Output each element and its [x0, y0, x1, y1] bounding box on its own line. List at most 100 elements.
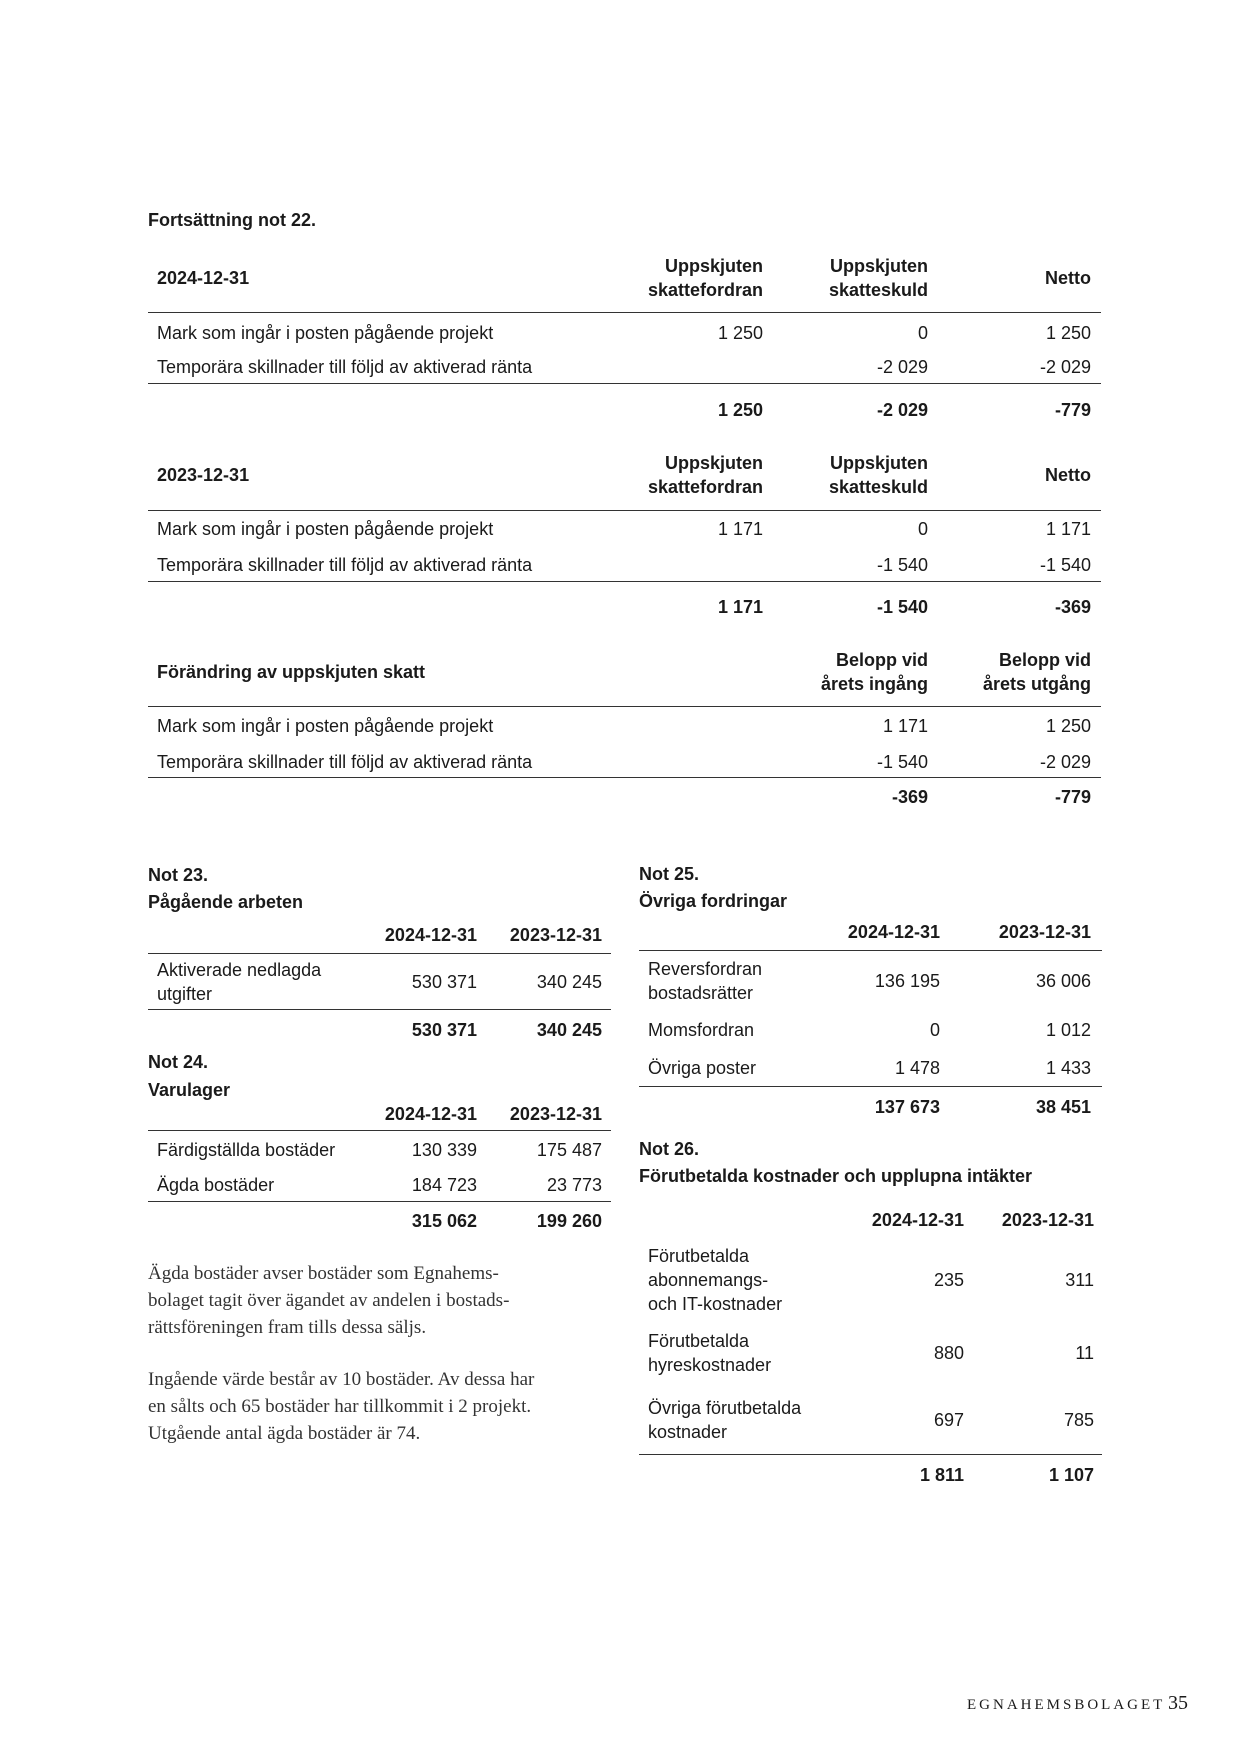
divider	[148, 312, 1101, 313]
row-label: Temporära skillnader till följd av aktiv…	[157, 555, 533, 575]
page-number: 35	[1168, 1692, 1188, 1714]
cell-value: 184 723	[411, 1175, 477, 1195]
row-label: Mark som ingår i posten pågående projekt	[157, 716, 494, 736]
cell-value: -1 540	[1039, 555, 1091, 575]
cell-value: 23 773	[546, 1175, 602, 1195]
total-value: 1 171	[717, 597, 763, 617]
cell-value: 311	[1065, 1270, 1094, 1290]
total-value: 137 673	[874, 1097, 940, 1117]
row-label: Övriga poster	[648, 1058, 757, 1078]
cell-value: 235	[933, 1270, 964, 1290]
note26-number: Not 26.	[639, 1139, 700, 1159]
cell-value: 1 171	[717, 519, 763, 539]
cell-value: -2 029	[876, 357, 928, 377]
column-header: 2023-12-31	[509, 1104, 602, 1124]
total-value: 1 107	[1048, 1465, 1094, 1485]
row-label: Färdigställda bostäder	[157, 1140, 336, 1160]
row-label: Aktiverade nedlagda utgifter	[157, 960, 322, 1004]
note24-title: Varulager	[148, 1080, 231, 1100]
table-title: Förändring av uppskjuten skatt	[157, 662, 426, 682]
column-header: Belopp vid årets utgång	[982, 650, 1091, 694]
row-label: Ägda bostäder	[157, 1175, 275, 1195]
column-header: 2023-12-31	[1001, 1210, 1094, 1230]
total-value: 530 371	[411, 1020, 477, 1040]
column-header: Netto	[1045, 465, 1091, 485]
row-label: Momsfordran	[648, 1020, 755, 1040]
table-title: 2023-12-31	[157, 465, 250, 485]
total-value: 1 250	[717, 400, 763, 420]
column-header: Belopp vid årets ingång	[820, 650, 928, 694]
column-header: Uppskjuten skatteskuld	[828, 453, 928, 497]
total-value: 38 451	[1035, 1097, 1091, 1117]
total-value: 315 062	[411, 1211, 477, 1231]
divider	[148, 1009, 611, 1010]
note22-heading: Fortsättning not 22.	[148, 210, 316, 230]
note24-number: Not 24.	[148, 1052, 209, 1072]
cell-value: 1 250	[1045, 716, 1091, 736]
divider	[148, 1201, 611, 1202]
cell-value: 1 478	[894, 1058, 940, 1078]
total-value: -1 540	[876, 597, 928, 617]
row-label: Förutbetalda abonnemangs- och IT-kostnad…	[648, 1246, 783, 1314]
cell-value: 1 250	[1045, 323, 1091, 343]
cell-value: 880	[933, 1343, 964, 1363]
column-header: Uppskjuten skattefordran	[647, 256, 763, 300]
cell-value: 530 371	[411, 972, 477, 992]
divider	[148, 953, 611, 954]
cell-value: 1 171	[1045, 519, 1091, 539]
column-header: 2023-12-31	[998, 922, 1091, 942]
cell-value: 11	[1075, 1343, 1094, 1363]
divider	[639, 1454, 1102, 1455]
cell-value: 130 339	[411, 1140, 477, 1160]
divider	[639, 950, 1102, 951]
divider	[148, 777, 1101, 778]
cell-value: -2 029	[1039, 357, 1091, 377]
cell-value: 36 006	[1035, 971, 1091, 991]
total-value: 1 811	[919, 1465, 964, 1485]
total-value: -369	[891, 787, 928, 807]
row-label: Mark som ingår i posten pågående projekt	[157, 323, 494, 343]
divider	[148, 383, 1101, 384]
cell-value: 136 195	[874, 971, 940, 991]
column-header: 2023-12-31	[509, 925, 602, 945]
cell-value: -1 540	[876, 752, 928, 772]
divider	[148, 581, 1101, 582]
cell-value: 785	[1063, 1410, 1094, 1430]
cell-value: 1 250	[717, 323, 763, 343]
column-header: 2024-12-31	[847, 922, 940, 942]
cell-value: 1 171	[882, 716, 928, 736]
cell-value: 175 487	[536, 1140, 602, 1160]
divider	[148, 510, 1101, 511]
row-label: Förutbetalda hyreskostnader	[648, 1331, 772, 1375]
cell-value: -1 540	[876, 555, 928, 575]
row-label: Övriga förutbetalda kostnader	[648, 1398, 802, 1442]
note25-number: Not 25.	[639, 864, 700, 884]
divider	[148, 706, 1101, 707]
row-label: Temporära skillnader till följd av aktiv…	[157, 752, 533, 772]
total-value: -779	[1054, 787, 1091, 807]
note24-paragraph: Ingående värde består av 10 bostäder. Av…	[148, 1369, 535, 1444]
row-label: Reversfordran bostadsrätter	[648, 959, 763, 1003]
column-header: Uppskjuten skatteskuld	[828, 256, 928, 300]
table-title: 2024-12-31	[157, 268, 250, 288]
note26-title: Förutbetalda kostnader och upplupna intä…	[639, 1166, 1033, 1186]
cell-value: 697	[933, 1410, 964, 1430]
column-header: Netto	[1045, 268, 1091, 288]
note25-title: Övriga fordringar	[639, 891, 788, 911]
total-value: 340 245	[536, 1020, 602, 1040]
divider	[148, 1130, 611, 1131]
total-value: 199 260	[536, 1211, 602, 1231]
cell-value: -2 029	[1039, 752, 1091, 772]
cell-value: 0	[917, 323, 928, 343]
total-value: -2 029	[876, 400, 928, 420]
row-label: Temporära skillnader till följd av aktiv…	[157, 357, 533, 377]
note23-number: Not 23.	[148, 865, 209, 885]
footer-brand: EGNAHEMSBOLAGET	[967, 1697, 1166, 1713]
column-header: Uppskjuten skattefordran	[647, 453, 763, 497]
row-label: Mark som ingår i posten pågående projekt	[157, 519, 494, 539]
note24-paragraph: Ägda bostäder avser bostäder som Egnahem…	[148, 1263, 510, 1338]
cell-value: 0	[929, 1020, 940, 1040]
cell-value: 1 433	[1045, 1058, 1091, 1078]
column-header: 2024-12-31	[871, 1210, 964, 1230]
